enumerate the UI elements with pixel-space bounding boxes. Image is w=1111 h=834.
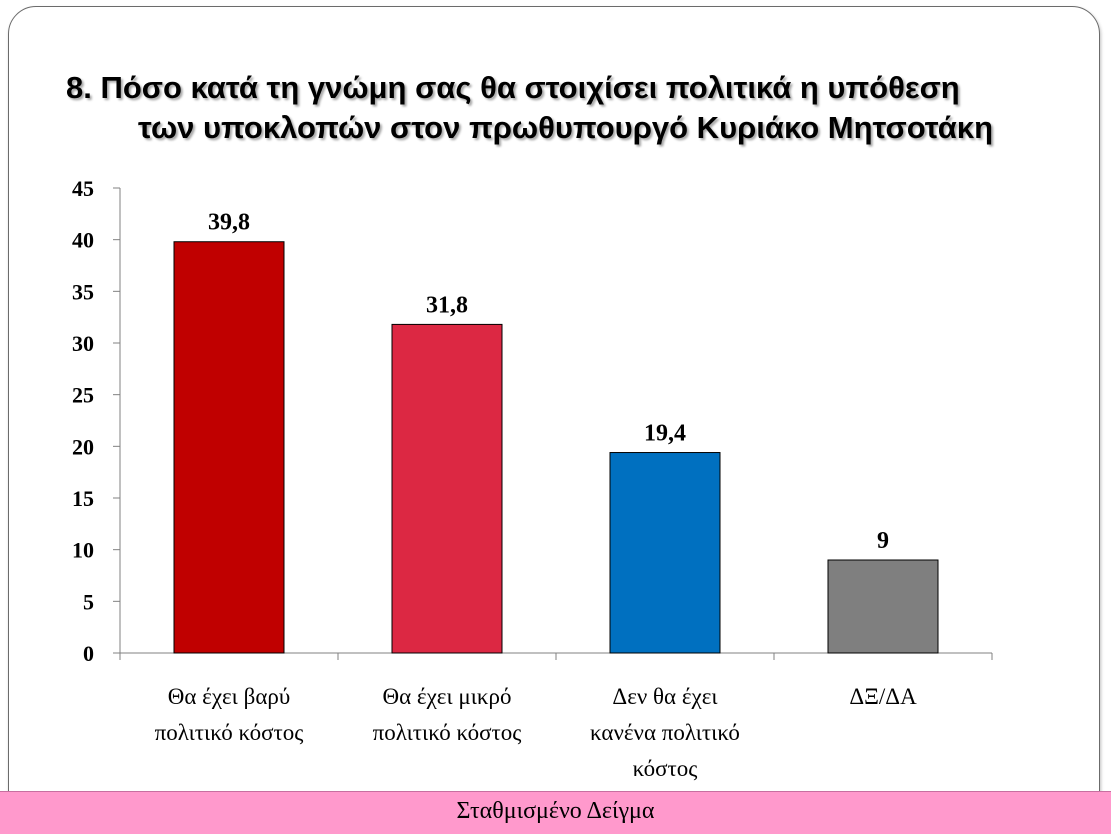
category-label: Θα έχει μικρό πολιτικό κόστος — [373, 684, 522, 745]
data-label: 39,8 — [208, 210, 250, 236]
data-label: 9 — [877, 528, 889, 554]
category-label-line: πολιτικό κόστος — [155, 720, 304, 745]
y-tick-label: 15 — [72, 486, 94, 511]
y-tick-label: 10 — [72, 538, 94, 563]
category-label-line: Θα έχει μικρό — [383, 684, 512, 709]
y-tick-label: 0 — [83, 641, 94, 666]
bar — [827, 559, 939, 654]
bar — [609, 452, 721, 654]
category-label-line: Θα έχει βαρύ — [168, 684, 291, 709]
y-tick-label: 20 — [72, 434, 94, 459]
category-label-line: κανένα πολιτικό — [590, 720, 740, 745]
bar-chart: 0 5 10 15 20 25 30 35 40 45 39,8 Θα έχει βαρύ πολιτι… — [72, 176, 993, 781]
title-line-1: 8. Πόσο κατά τη γνώμη σας θα στοιχίσει π… — [66, 70, 960, 105]
data-label: 19,4 — [644, 421, 686, 447]
footer-banner: Σταθμισμένο Δείγμα — [0, 791, 1111, 834]
y-tick-label: 25 — [72, 383, 94, 408]
chart-title: 8. Πόσο κατά τη γνώμη σας θα στοιχίσει π… — [66, 68, 1076, 148]
data-label: 31,8 — [426, 292, 468, 318]
category-label: ΔΞ/ΔΑ — [849, 684, 917, 709]
bar — [173, 241, 285, 654]
y-tick-label: 5 — [83, 589, 94, 614]
category-label-line: κόστος — [633, 756, 698, 781]
category-label: Δεν θα έχει κανένα πολιτικό κόστος — [590, 684, 740, 781]
category-label-line: πολιτικό κόστος — [373, 720, 522, 745]
category-label: Θα έχει βαρύ πολιτικό κόστος — [155, 684, 304, 745]
y-tick-label: 35 — [72, 279, 94, 304]
title-line-2: των υποκλοπών στον πρωθυπουργό Κυριάκο Μ… — [138, 110, 994, 145]
category-label-line: Δεν θα έχει — [612, 684, 718, 709]
y-tick-label: 30 — [72, 331, 94, 356]
category-label-line: ΔΞ/ΔΑ — [849, 684, 917, 709]
y-tick-label: 40 — [72, 228, 94, 253]
bar — [391, 323, 503, 654]
y-tick-label: 45 — [72, 176, 94, 201]
